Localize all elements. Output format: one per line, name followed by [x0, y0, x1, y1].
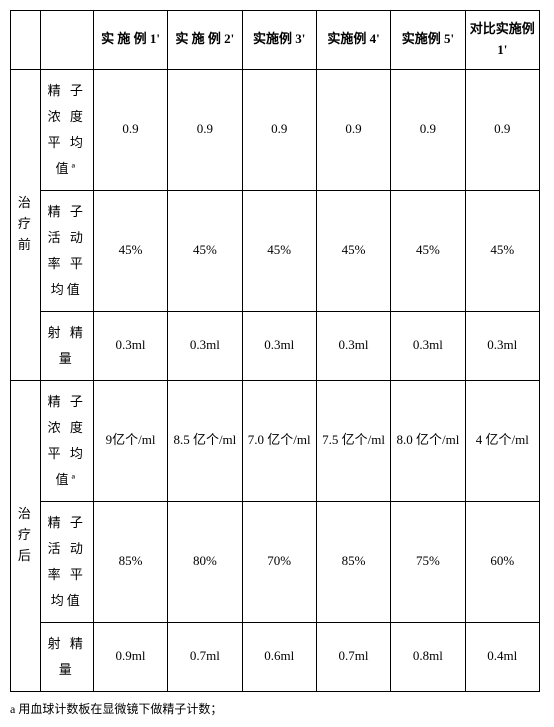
data-cell: 0.3ml	[316, 311, 390, 380]
table-row: 射 精 量 0.9ml 0.7ml 0.6ml 0.7ml 0.8ml 0.4m…	[11, 622, 540, 691]
table-row: 精 子 活 动 率 平 均值 85% 80% 70% 85% 75% 60%	[11, 501, 540, 622]
data-cell: 85%	[316, 501, 390, 622]
data-cell: 0.9	[316, 69, 390, 190]
data-cell: 0.8ml	[391, 622, 465, 691]
data-cell: 70%	[242, 501, 316, 622]
data-cell: 80%	[168, 501, 242, 622]
metric-label: 射 精 量	[40, 311, 93, 380]
data-cell: 9亿个/ml	[93, 380, 167, 501]
phase-label: 治疗前	[11, 69, 41, 380]
data-cell: 0.9	[242, 69, 316, 190]
data-cell: 0.4ml	[465, 622, 539, 691]
data-cell: 45%	[316, 190, 390, 311]
header-blank-2	[40, 11, 93, 70]
header-blank-1	[11, 11, 41, 70]
metric-label: 精 子 浓 度 平 均 值ª	[40, 380, 93, 501]
data-cell: 7.0 亿个/ml	[242, 380, 316, 501]
data-cell: 0.9	[465, 69, 539, 190]
data-cell: 0.9	[93, 69, 167, 190]
data-cell: 0.3ml	[168, 311, 242, 380]
data-cell: 8.5 亿个/ml	[168, 380, 242, 501]
column-header: 对比实施例 1'	[465, 11, 539, 70]
data-cell: 45%	[242, 190, 316, 311]
table-row: 治疗前 精 子 浓 度 平 均 值ª 0.9 0.9 0.9 0.9 0.9 0…	[11, 69, 540, 190]
data-cell: 45%	[391, 190, 465, 311]
header-row: 实 施 例 1' 实 施 例 2' 实施例 3' 实施例 4' 实施例 5' 对…	[11, 11, 540, 70]
data-cell: 0.9ml	[93, 622, 167, 691]
data-cell: 0.3ml	[242, 311, 316, 380]
data-cell: 0.9	[391, 69, 465, 190]
data-table: 实 施 例 1' 实 施 例 2' 实施例 3' 实施例 4' 实施例 5' 对…	[10, 10, 540, 692]
metric-label: 精 子 活 动 率 平 均值	[40, 501, 93, 622]
phase-label: 治疗后	[11, 380, 41, 691]
data-cell: 0.3ml	[465, 311, 539, 380]
column-header: 实施例 5'	[391, 11, 465, 70]
data-cell: 45%	[168, 190, 242, 311]
data-cell: 85%	[93, 501, 167, 622]
data-cell: 7.5 亿个/ml	[316, 380, 390, 501]
footnote: a 用血球计数板在显微镜下做精子计数；	[10, 700, 540, 717]
table-row: 治疗后 精 子 浓 度 平 均 值ª 9亿个/ml 8.5 亿个/ml 7.0 …	[11, 380, 540, 501]
table-row: 精 子 活 动 率 平 均值 45% 45% 45% 45% 45% 45%	[11, 190, 540, 311]
data-cell: 45%	[465, 190, 539, 311]
data-cell: 0.9	[168, 69, 242, 190]
column-header: 实施例 4'	[316, 11, 390, 70]
column-header: 实 施 例 1'	[93, 11, 167, 70]
metric-label: 精 子 活 动 率 平 均值	[40, 190, 93, 311]
data-cell: 0.6ml	[242, 622, 316, 691]
data-cell: 4 亿个/ml	[465, 380, 539, 501]
column-header: 实施例 3'	[242, 11, 316, 70]
data-cell: 0.7ml	[168, 622, 242, 691]
column-header: 实 施 例 2'	[168, 11, 242, 70]
data-cell: 60%	[465, 501, 539, 622]
data-cell: 8.0 亿个/ml	[391, 380, 465, 501]
table-row: 射 精 量 0.3ml 0.3ml 0.3ml 0.3ml 0.3ml 0.3m…	[11, 311, 540, 380]
metric-label: 精 子 浓 度 平 均 值ª	[40, 69, 93, 190]
metric-label: 射 精 量	[40, 622, 93, 691]
data-cell: 75%	[391, 501, 465, 622]
data-cell: 0.3ml	[391, 311, 465, 380]
data-cell: 0.3ml	[93, 311, 167, 380]
data-cell: 0.7ml	[316, 622, 390, 691]
data-cell: 45%	[93, 190, 167, 311]
